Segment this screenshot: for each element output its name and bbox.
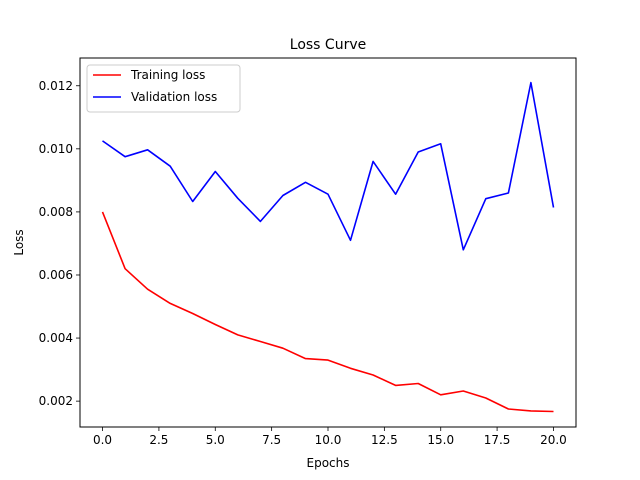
plot-frame: [79, 57, 577, 428]
y-tick-label: 0.006: [39, 268, 73, 282]
x-tick-label: 0.0: [93, 433, 112, 447]
x-tick-label: 15.0: [427, 433, 454, 447]
x-tick-label: 20.0: [540, 433, 567, 447]
legend-box: [86, 64, 241, 113]
x-tick-label: 12.5: [371, 433, 398, 447]
legend-label: Validation loss: [131, 90, 217, 104]
chart-title: Loss Curve: [290, 37, 366, 53]
y-tick-label: 0.008: [39, 205, 73, 219]
y-tick-label: 0.012: [39, 79, 73, 93]
x-tick-label: 17.5: [484, 433, 511, 447]
series-line-training-loss: [101, 211, 554, 413]
legend-label: Training loss: [130, 68, 205, 82]
x-axis-label: Epochs: [307, 456, 350, 470]
x-tick-label: 2.5: [149, 433, 168, 447]
y-tick-label: 0.002: [39, 394, 73, 408]
y-axis-label: Loss: [12, 229, 26, 255]
plot-area: [101, 81, 555, 413]
legend: Training loss Validation loss: [86, 64, 241, 113]
x-tick-label: 5.0: [206, 433, 225, 447]
y-tick-label: 0.004: [39, 331, 73, 345]
y-tick-label: 0.010: [39, 142, 73, 156]
x-axis: 0.0 2.5 5.0 7.5 10.0 12.5 15.0 17.5 20.0: [93, 427, 567, 447]
y-axis: 0.002 0.004 0.006 0.008 0.010 0.012: [39, 79, 80, 408]
x-tick-label: 10.0: [315, 433, 342, 447]
series-line-validation-loss: [102, 81, 555, 251]
x-tick-label: 7.5: [262, 433, 281, 447]
